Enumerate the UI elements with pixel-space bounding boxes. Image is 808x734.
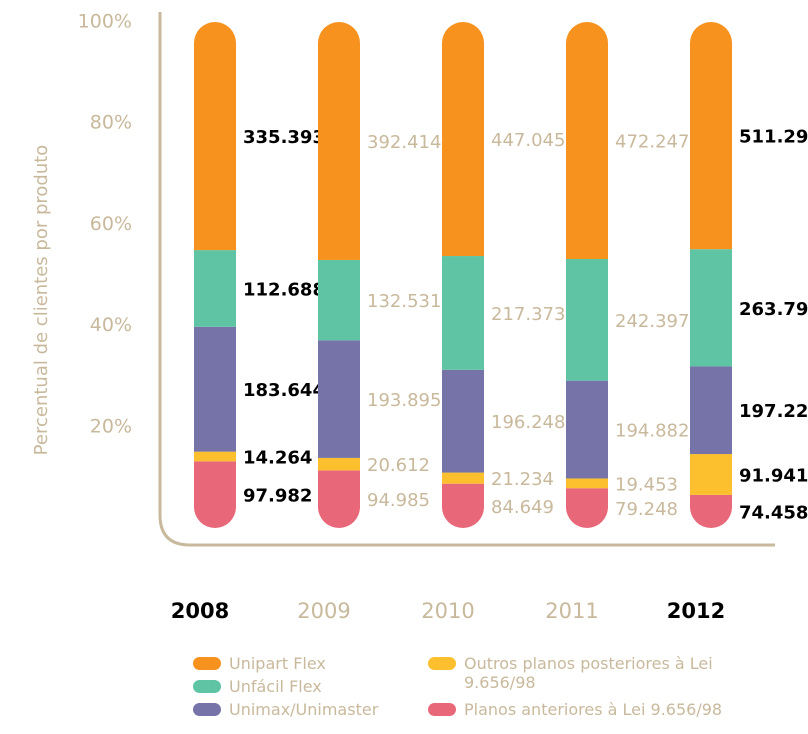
y-tick-label: 80% <box>90 112 132 134</box>
bar-segment <box>318 457 360 471</box>
legend-item: Unipart Flex <box>193 654 428 677</box>
x-tick-label: 2012 <box>667 599 725 623</box>
y-tick-label: 40% <box>90 314 132 336</box>
legend-label: Outros planos posteriores à Lei 9.656/98 <box>464 654 713 692</box>
legend-item: Unfácil Flex <box>193 677 428 700</box>
bar-segment <box>318 259 360 341</box>
value-label: 447.045 <box>491 130 565 151</box>
bar-segment <box>194 326 236 452</box>
bar-segment <box>690 494 732 528</box>
bar-segment <box>442 483 484 528</box>
legend-item: Outros planos posteriores à Lei 9.656/98 <box>428 654 758 700</box>
bar-segment <box>318 470 360 528</box>
value-label: 20.612 <box>367 455 430 476</box>
legend-item: Planos anteriores à Lei 9.656/98 <box>428 700 758 723</box>
x-tick-label: 2008 <box>171 599 229 623</box>
y-tick-label: 100% <box>78 11 132 33</box>
bar-segment <box>566 259 608 381</box>
value-label: 392.414 <box>367 132 441 153</box>
x-tick-label: 2010 <box>421 599 474 623</box>
bar-group <box>194 22 236 528</box>
legend-swatch <box>428 657 456 670</box>
bar-segment <box>194 451 236 462</box>
bar-segment <box>442 256 484 370</box>
bar-segment <box>194 461 236 528</box>
bar-segment <box>194 22 236 251</box>
legend-swatch <box>193 703 221 716</box>
bar-segment <box>442 22 484 257</box>
bar-segment <box>566 488 608 528</box>
bar-group <box>690 22 732 528</box>
y-axis-label: Percentual de clientes por produto <box>31 145 52 456</box>
value-label: 79.248 <box>615 499 678 520</box>
y-tick-label: 60% <box>90 213 132 235</box>
bar-segment <box>566 22 608 260</box>
value-label: 511.297 <box>739 127 808 148</box>
legend: Unipart Flex Unfácil Flex Unimax/Unimaster… <box>193 654 758 723</box>
bar-segment <box>566 478 608 489</box>
value-label: 263.792 <box>739 299 808 320</box>
legend-swatch <box>193 680 221 693</box>
value-label: 472.247 <box>615 132 689 153</box>
value-label: 193.895 <box>367 390 441 411</box>
bar-segment <box>690 366 732 455</box>
x-tick-label: 2009 <box>297 599 350 623</box>
bar-segment <box>318 340 360 458</box>
value-label: 217.373 <box>491 304 565 325</box>
bar-segment <box>690 249 732 367</box>
value-label: 21.234 <box>491 469 554 490</box>
legend-item: Unimax/Unimaster <box>193 700 428 723</box>
legend-label: Planos anteriores à Lei 9.656/98 <box>464 700 723 719</box>
bar-segment <box>318 22 360 260</box>
bar-segment <box>690 454 732 495</box>
value-label: 84.649 <box>491 497 554 518</box>
bar-segment <box>566 380 608 479</box>
value-label: 335.393 <box>243 127 325 148</box>
value-label: 132.531 <box>367 291 441 312</box>
bar-segment <box>442 369 484 473</box>
legend-swatch <box>193 657 221 670</box>
value-label: 112.688 <box>243 279 325 300</box>
bar-group <box>318 22 360 528</box>
value-label: 74.458 <box>739 502 808 523</box>
x-tick-label: 2011 <box>545 599 598 623</box>
value-label: 242.397 <box>615 311 689 332</box>
legend-label: Unfácil Flex <box>229 677 322 696</box>
legend-label: Unimax/Unimaster <box>229 700 379 719</box>
bar-segment <box>194 250 236 327</box>
bar-group <box>442 22 484 528</box>
y-tick-label: 20% <box>90 415 132 437</box>
value-label: 194.882 <box>615 421 689 442</box>
value-label: 94.985 <box>367 490 430 511</box>
value-label: 196.248 <box>491 412 565 433</box>
bar-segment <box>442 472 484 484</box>
value-label: 91.941 <box>739 465 808 486</box>
legend-label: Unipart Flex <box>229 654 326 673</box>
bar-group <box>566 22 608 528</box>
value-label: 19.453 <box>615 474 678 495</box>
legend-swatch <box>428 703 456 716</box>
value-label: 197.225 <box>739 401 808 422</box>
bar-segment <box>690 22 732 250</box>
axis <box>158 12 775 547</box>
value-label: 14.264 <box>243 448 312 469</box>
value-label: 97.982 <box>243 486 312 507</box>
value-label: 183.644 <box>243 380 325 401</box>
